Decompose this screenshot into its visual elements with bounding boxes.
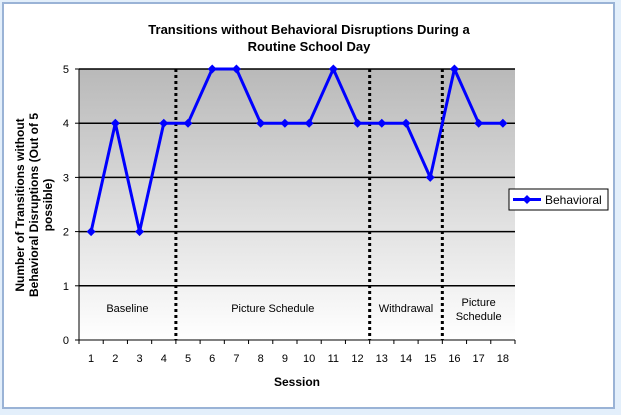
data-point (328, 64, 338, 74)
x-tick-label: 17 (473, 353, 485, 365)
data-point (183, 118, 193, 128)
x-tick-label: 11 (328, 353, 339, 365)
data-point (353, 118, 363, 128)
legend-marker-swatch (522, 195, 532, 204)
chart-title-line: Transitions without Behavioral Disruptio… (148, 22, 470, 37)
x-tick-label: 12 (351, 353, 363, 365)
x-tick-label: 2 (112, 353, 118, 365)
x-tick-label: 14 (400, 353, 412, 365)
x-tick-label: 8 (258, 353, 264, 365)
x-tick-label: 6 (209, 353, 215, 365)
chart-title-line: Routine School Day (248, 39, 372, 54)
y-axis-label-line: possible) (41, 179, 55, 232)
phase-label: Schedule (456, 311, 502, 323)
y-tick-label: 2 (63, 227, 69, 239)
data-point (231, 64, 241, 74)
data-point (256, 118, 266, 128)
y-tick-label: 3 (63, 172, 69, 184)
legend-box (508, 188, 609, 211)
y-axis-label-line: Number of Transitions without (13, 118, 27, 291)
x-tick-label: 15 (424, 353, 436, 365)
series-line (89, 67, 503, 234)
y-tick-label: 1 (63, 281, 69, 293)
data-point (474, 118, 484, 128)
y-tick-label: 0 (63, 335, 69, 347)
y-tick-label: 5 (63, 64, 69, 76)
data-point (159, 118, 169, 128)
data-point (498, 118, 508, 128)
x-tick-label: 7 (233, 353, 239, 365)
phase-label: Picture (462, 297, 496, 309)
data-point (304, 118, 314, 128)
x-tick-label: 5 (185, 353, 191, 365)
legend-label: Behavioral (545, 193, 602, 207)
data-point (135, 227, 145, 237)
x-tick-label: 13 (376, 353, 388, 365)
data-point (425, 172, 435, 182)
data-point (86, 227, 96, 237)
x-tick-label: 10 (303, 353, 315, 365)
x-tick-label: 3 (136, 353, 142, 365)
phase-label: Withdrawal (379, 303, 433, 315)
x-axis-label: Session (274, 375, 320, 389)
data-point (449, 64, 459, 74)
y-axis-label-line: Behavioral Disruptions (Out of 5 (27, 113, 41, 297)
phase-label: Picture Schedule (231, 303, 314, 315)
data-point (401, 118, 411, 128)
data-point (377, 118, 387, 128)
plot-area (79, 69, 515, 340)
x-tick-label: 9 (282, 353, 288, 365)
x-tick-label: 1 (88, 353, 94, 365)
phase-label: Baseline (106, 303, 148, 315)
data-point (280, 118, 290, 128)
x-tick-label: 16 (448, 353, 460, 365)
data-point (110, 118, 120, 128)
x-tick-label: 18 (497, 353, 509, 365)
y-axis-label: Number of Transitions without Behavioral … (13, 113, 55, 297)
data-point (207, 64, 217, 74)
y-tick-label: 4 (63, 118, 69, 130)
x-tick-label: 4 (161, 353, 167, 365)
